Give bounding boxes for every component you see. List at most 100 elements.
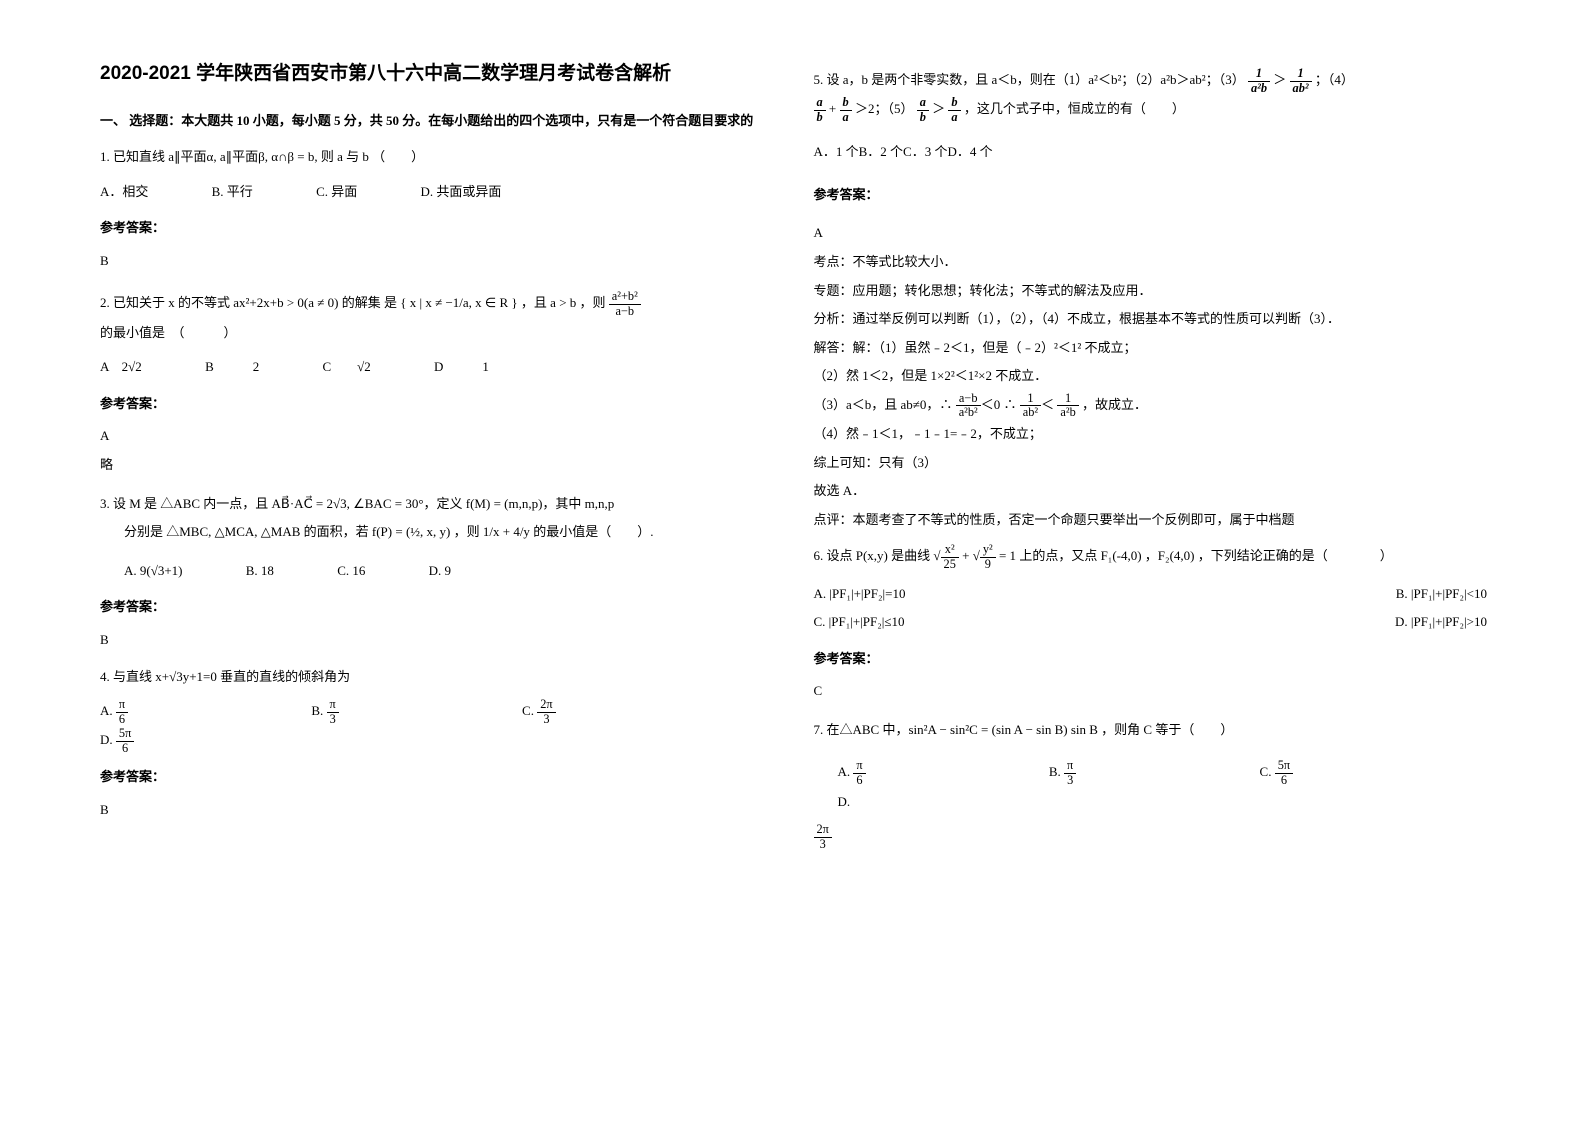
q5-sol6b: ，故成立． [1082,397,1147,412]
frac-den: a−b [609,305,641,319]
answer-label: 参考答案： [100,763,774,792]
question-5: 5. 设 a，b 是两个非零实数，且 a＜b，则在（1）a²＜b²；（2）a²b… [814,66,1488,167]
q2-answer: A [100,422,774,451]
num: a [814,96,826,111]
q3-text-b: 分别是 △MBC, △MCA, △MAB 的面积，若 [124,524,369,539]
q6-fy: y²9 [980,543,996,571]
q5-sol6-f2: 1ab² [1020,392,1041,420]
q1-opt-b: B. 平行 [212,178,253,207]
q5-answer: A [814,219,1488,248]
num: 2π [814,823,832,838]
num: 5π [116,727,134,742]
q5-frac4a: ab [814,96,826,124]
den: 9 [980,558,996,572]
q2-text-c: 的最小值是 （ ） [100,319,774,348]
num: π [327,698,339,713]
answer-label: 参考答案： [100,214,774,243]
q5-frac5b: ba [948,96,960,124]
q5-frac5a: ab [917,96,929,124]
den: b [814,111,826,125]
q5-frac4b: ba [840,96,852,124]
q5-sol10: 点评：本题考查了不等式的性质，否定一个命题只要举出一个反例即可，属于中档题 [814,506,1488,535]
num: 1 [1020,392,1041,407]
den: 3 [1064,774,1076,788]
num: π [116,698,128,713]
num: a [917,96,929,111]
question-1: 1. 已知直线 a∥平面α, a∥平面β, α∩β = b, 则 a 与 b （… [100,143,774,206]
q5-sol6: （3）a＜b，且 ab≠0，∴ [814,397,953,412]
q3-fp: f(P) = (½, x, y) [372,524,450,539]
den: a²b² [956,406,981,420]
q5-sol3: 分析：通过举反例可以判断（1），（2），（4）不成立，根据基本不等式的性质可以判… [814,305,1488,334]
den: 3 [537,713,555,727]
q7-opt-a: A. π6 [838,758,986,787]
q7-options: A. π6 B. π3 C. 5π6 D. [814,758,1488,816]
left-column: 2020-2021 学年陕西省西安市第八十六中高二数学理月考试卷含解析 一、 选… [80,60,794,1062]
q5-sol6-f1: a−ba²b² [956,392,981,420]
den: a [948,111,960,125]
q4-opt-d: D. 5π6 [100,726,254,755]
q3-opt-d: D. 9 [429,557,451,586]
q5-frac3a: 1a²b [1248,67,1270,95]
q2-frac: a²+b² a−b [609,290,641,318]
q2-text-a: 2. 已知关于 x 的不等式 ax²+2x+b > 0(a ≠ 0) 的解集 是 [100,295,397,310]
q6-text-a: 6. 设点 P(x,y) 是曲线 [814,548,931,563]
den: a²b [1057,406,1078,420]
question-6: 6. 设点 P(x,y) 是曲线 √x²25 + √y²9 = 1 上的点，又点… [814,542,1488,636]
den: a [840,111,852,125]
q3-text-a: 3. 设 M 是 △ABC 内一点，且 AB⃗·AC⃗ = 2√3, ∠BAC … [100,490,774,519]
q5-text-a: 5. 设 a，b 是两个非零实数，且 a＜b，则在（1）a²＜b²；（2）a²b… [814,72,1245,87]
num: b [840,96,852,111]
q1-opt-d: D. 共面或异面 [420,178,501,207]
q3-line2: 分别是 △MBC, △MCA, △MAB 的面积，若 f(P) = (½, x,… [100,518,774,547]
q2-note: 略 [100,451,774,480]
num: 1 [1290,67,1312,82]
q5-frac3b: 1ab² [1290,67,1312,95]
den: 6 [853,774,865,788]
q5-sol6-line: （3）a＜b，且 ab≠0，∴ a−ba²b²＜0 ∴ 1ab²＜ 1a²b ，… [814,391,1488,420]
den: ab² [1290,82,1312,96]
q2-opt-b: B 2 [205,353,259,382]
q5-sol2: 专题：应用题；转化思想；转化法；不等式的解法及应用． [814,277,1488,306]
num: 2π [537,698,555,713]
num: 1 [1248,67,1270,82]
q2-text-b: ，且 a > b ，则 [521,295,606,310]
q5-line2: ab + ba ＞2；（5） ab ＞ ba ，这几个式子中，恒成立的有（ ） [814,95,1488,124]
q7-text: 7. 在△ABC 中，sin²A − sin²C = (sin A − sin … [814,716,1488,745]
q2-opt-c: C √2 [322,353,370,382]
q4-opt-a: A. π6 [100,697,248,726]
q4-answer: B [100,796,774,825]
q7-opt-d2: 2π3 [814,822,1488,851]
q3-opt-c: C. 16 [337,557,365,586]
q3-options: A. 9(√3+1) B. 18 C. 16 D. 9 [100,557,774,586]
num: 5π [1275,759,1293,774]
q5-text-b: ；（4） [1315,72,1354,87]
q1-opt-a: A．相交 [100,178,148,207]
num: x² [941,543,959,558]
num: y² [980,543,996,558]
q4-opt-b: B. π3 [311,697,458,726]
q5-sol7: （4）然﹣1＜1，﹣1﹣1=﹣2，不成立； [814,420,1488,449]
frac-num: a²+b² [609,290,641,305]
q4-text: 4. 与直线 x+√3y+1=0 垂直的直线的倾斜角为 [100,663,774,692]
q6-row2: C. |PF₁|+|PF₂|≤10 D. |PF₁|+|PF₂|>10 [814,608,1488,637]
den: 6 [1275,774,1293,788]
answer-label: 参考答案： [814,645,1488,674]
q6-fx: x²25 [941,543,959,571]
q5-text-c: ＞2；（5） [855,101,914,116]
den: 6 [116,742,134,756]
question-4: 4. 与直线 x+√3y+1=0 垂直的直线的倾斜角为 A. π6 B. π3 … [100,663,774,756]
answer-label: 参考答案： [814,181,1488,210]
q2-set: { x | x ≠ −1/a, x ∈ R } [400,295,517,310]
q7-opt-d: D. [838,788,851,817]
q6-answer: C [814,677,1488,706]
num: π [853,759,865,774]
den: 25 [941,558,959,572]
question-2: 2. 已知关于 x 的不等式 ax²+2x+b > 0(a ≠ 0) 的解集 是… [100,289,774,381]
exam-title: 2020-2021 学年陕西省西安市第八十六中高二数学理月考试卷含解析 [100,60,774,89]
den: a²b [1248,82,1270,96]
q6-opt-c: C. |PF₁|+|PF₂|≤10 [814,608,905,637]
q7-opt-c: C. 5π6 [1260,758,1414,787]
den: b [917,111,929,125]
den: 3 [327,713,339,727]
